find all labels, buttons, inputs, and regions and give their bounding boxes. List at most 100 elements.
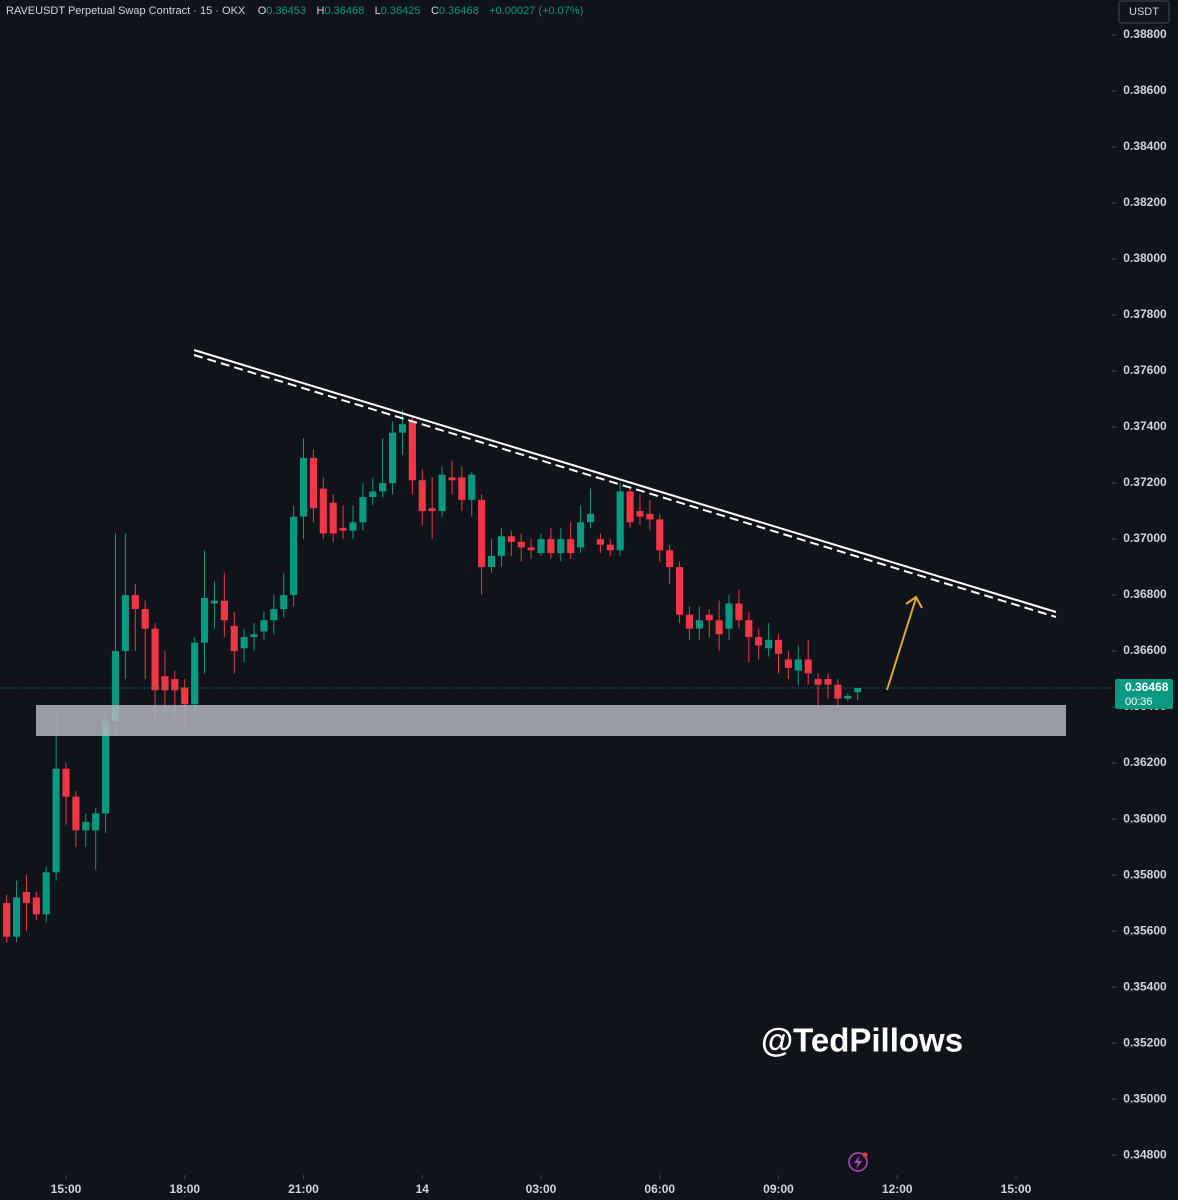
x-tick-label: 21:00 [288, 1182, 319, 1196]
candle-body [765, 639, 773, 649]
candle-body [537, 539, 545, 554]
candle-body [468, 474, 476, 500]
candle-body [596, 539, 604, 545]
candle-body [389, 432, 397, 484]
candle-body [666, 550, 674, 568]
x-tick-label: 06:00 [644, 1182, 675, 1196]
candle-body [210, 600, 219, 604]
candle-body [299, 457, 308, 517]
y-tick-label: 0.34800 [1123, 1147, 1167, 1161]
candle-body [349, 522, 357, 531]
last-price-label: 0.36468 [1125, 680, 1169, 694]
x-tick-label: 14 [416, 1182, 430, 1196]
c-label: C [431, 5, 439, 17]
candle-body [52, 768, 60, 873]
candle-body [507, 536, 515, 542]
candle-body [161, 676, 169, 691]
candle-body [844, 695, 852, 699]
candle-body [586, 513, 595, 523]
y-tick-label: 0.37200 [1123, 475, 1167, 489]
candles [3, 410, 862, 943]
trendline [193, 349, 1057, 613]
candle-body [695, 620, 703, 629]
candle-body [675, 567, 684, 615]
candle-body [42, 872, 50, 915]
l-value: 0.36425 [381, 5, 421, 17]
candle-body [774, 639, 783, 654]
candle-body [497, 536, 505, 556]
candle-body [200, 597, 209, 643]
c-value: 0.36468 [439, 5, 479, 17]
candle-body [102, 721, 110, 814]
candle-body [379, 483, 387, 492]
y-tick-label: 0.38800 [1123, 27, 1167, 41]
candle-body [626, 491, 634, 523]
candle-body [715, 620, 723, 635]
candle-body [547, 539, 555, 554]
y-tick-label: 0.37600 [1123, 363, 1167, 377]
candle-body [527, 547, 535, 551]
candle-body [329, 502, 337, 534]
candle-body [230, 625, 238, 652]
h-value: 0.36468 [324, 5, 364, 17]
countdown: 00:36 [1125, 696, 1153, 708]
candle-body [22, 891, 30, 904]
candle-body [656, 519, 664, 551]
candle-body [854, 688, 862, 693]
candle-body [636, 511, 644, 517]
candle-body [191, 642, 199, 705]
candle-body [428, 508, 436, 512]
header: RAVEUSDT Perpetual Swap Contract · 15 · … [6, 2, 583, 19]
watermark: @TedPillows [761, 1022, 963, 1059]
candle-body [448, 477, 456, 481]
candle-body [577, 522, 585, 548]
y-tick-label: 0.35400 [1123, 979, 1167, 993]
y-tick-label: 0.37800 [1123, 307, 1167, 321]
candle-body [250, 634, 258, 638]
candle-body [260, 620, 268, 632]
icon [848, 1152, 868, 1172]
candle-body [606, 544, 614, 551]
candle-body [517, 541, 525, 548]
candle-body [12, 897, 21, 937]
candle-body [824, 679, 832, 685]
candle-body [220, 600, 228, 621]
candle-body [131, 595, 139, 610]
y-tick-label: 0.36600 [1123, 643, 1167, 657]
candle-body [685, 614, 694, 629]
currency[interactable]: USDT [1129, 6, 1159, 18]
candle-body [111, 651, 120, 722]
change: +0.00027 (+0.07%) [489, 5, 583, 17]
candle-body [557, 539, 565, 554]
candle-body [784, 659, 792, 668]
candle-body [398, 424, 407, 433]
x-tick-label: 15:00 [51, 1182, 82, 1196]
candle-body [339, 527, 347, 531]
h-label: H [316, 5, 324, 17]
candle-body [121, 595, 129, 652]
y-tick-label: 0.38600 [1123, 83, 1167, 97]
trendline-dashed [193, 354, 1057, 618]
candle-body [62, 768, 70, 797]
candle-body [834, 684, 842, 699]
candle-body [735, 603, 743, 621]
candle-body [270, 609, 278, 621]
candle-body [794, 659, 802, 671]
y-tick-label: 0.35000 [1123, 1091, 1167, 1105]
candle-body [240, 637, 248, 649]
candle-body [646, 513, 654, 520]
currency-box[interactable] [1118, 0, 1170, 24]
symbol: RAVEUSDT Perpetual Swap Contract · 15 · … [6, 5, 246, 17]
x-tick-label: 09:00 [763, 1182, 794, 1196]
y-tick-label: 0.38200 [1123, 195, 1167, 209]
candle-body [82, 821, 90, 831]
y-tick-label: 0.35600 [1123, 923, 1167, 937]
y-tick-label: 0.38000 [1123, 251, 1167, 265]
candle-body [616, 491, 624, 551]
candle-body [290, 516, 298, 596]
candle-body [171, 679, 179, 691]
candle-body [725, 603, 733, 629]
candle-body [151, 628, 159, 691]
o-value: 0.36453 [266, 5, 306, 17]
